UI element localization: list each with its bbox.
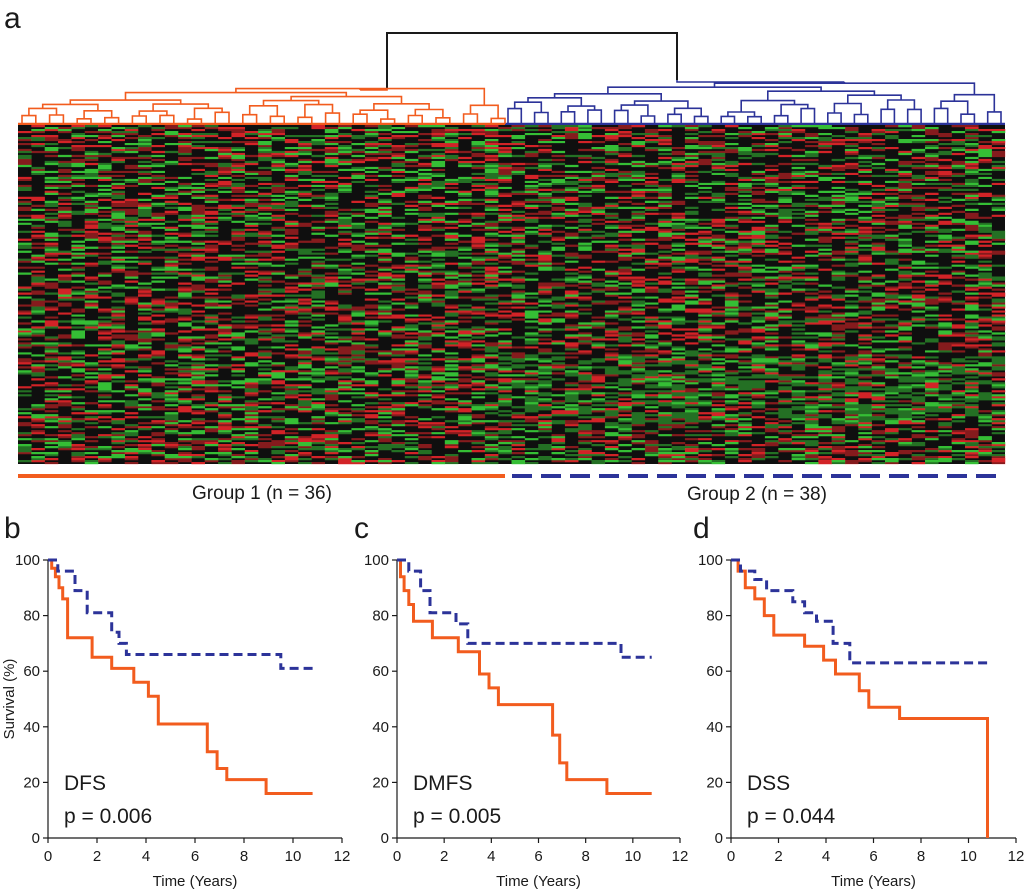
km-curve-group-1 — [397, 558, 652, 795]
y-tick-label: 100 — [698, 552, 723, 569]
x-axis-title: Time (Years) — [153, 873, 238, 890]
panel-letter-b: b — [4, 512, 21, 545]
y-tick-label: 80 — [372, 608, 389, 625]
x-tick-label: 12 — [672, 848, 689, 865]
x-tick-label: 4 — [822, 848, 830, 865]
km-curve-group-1 — [48, 558, 313, 795]
y-tick-label: 60 — [372, 663, 389, 680]
x-tick-label: 2 — [774, 848, 782, 865]
y-axis-title: Survival (%) — [1, 659, 18, 740]
y-tick-label: 60 — [706, 663, 723, 680]
x-tick-label: 10 — [624, 848, 641, 865]
endpoint-label: DFS — [64, 772, 106, 795]
dendrogram-group2 — [507, 80, 1002, 124]
km-curve-group-1 — [731, 558, 989, 838]
y-tick-label: 100 — [15, 552, 40, 569]
x-axis-title: Time (Years) — [831, 873, 916, 890]
y-tick-label: 0 — [381, 830, 389, 847]
x-tick-label: 2 — [93, 848, 101, 865]
y-tick-label: 20 — [23, 774, 40, 791]
panel-letter-a: a — [4, 2, 21, 35]
dendrogram — [18, 32, 1005, 126]
dendrogram-root — [386, 32, 678, 89]
x-tick-label: 8 — [581, 848, 589, 865]
x-tick-label: 8 — [917, 848, 925, 865]
x-tick-label: 8 — [240, 848, 248, 865]
p-value: p = 0.044 — [747, 805, 835, 828]
p-value: p = 0.005 — [413, 805, 501, 828]
x-tick-label: 0 — [393, 848, 401, 865]
y-tick-label: 0 — [32, 830, 40, 847]
heatmap-strong-downregulated-cells — [18, 125, 1006, 465]
heatmap-strong-upregulated-cells — [18, 125, 1006, 465]
km-curve-group-2 — [397, 558, 652, 659]
km-panel-b: b 0 20 40 60 80 100 0 2 4 6 8 10 12 Time (Years) Surviv… — [1, 512, 350, 890]
km-panel-c: c 0 20 40 60 80 100 0 2 4 6 8 10 12 Time (Years) DMFS p … — [354, 512, 688, 890]
group2-label: Group 2 (n = 38) — [687, 484, 827, 505]
x-tick-label: 4 — [487, 848, 495, 865]
heatmap — [18, 125, 1006, 465]
y-tick-label: 20 — [706, 774, 723, 791]
x-tick-label: 12 — [334, 848, 351, 865]
y-tick-label: 80 — [23, 608, 40, 625]
endpoint-label: DMFS — [413, 772, 473, 795]
km-curve-group-2 — [48, 558, 313, 670]
y-tick-label: 0 — [715, 830, 723, 847]
x-tick-label: 6 — [534, 848, 542, 865]
x-axis-title: Time (Years) — [496, 873, 581, 890]
y-tick-label: 40 — [706, 719, 723, 736]
p-value: p = 0.006 — [64, 805, 152, 828]
km-curve-group-2 — [731, 558, 988, 665]
y-tick-label: 20 — [372, 774, 389, 791]
x-tick-label: 6 — [869, 848, 877, 865]
km-panel-d: d 0 20 40 60 80 100 0 2 4 6 8 10 12 Time (Years) DSS p =… — [693, 512, 1024, 890]
endpoint-label: DSS — [747, 772, 790, 795]
y-tick-label: 40 — [23, 719, 40, 736]
x-tick-label: 10 — [285, 848, 302, 865]
y-tick-label: 80 — [706, 608, 723, 625]
y-tick-label: 40 — [372, 719, 389, 736]
x-tick-label: 0 — [44, 848, 52, 865]
panel-letter-d: d — [693, 512, 710, 545]
x-tick-label: 6 — [191, 848, 199, 865]
y-tick-label: 60 — [23, 663, 40, 680]
panel-letter-c: c — [354, 512, 369, 545]
dendrogram-group1 — [21, 87, 506, 124]
x-tick-label: 2 — [440, 848, 448, 865]
x-tick-label: 10 — [960, 848, 977, 865]
x-tick-label: 4 — [142, 848, 150, 865]
y-tick-label: 100 — [364, 552, 389, 569]
group1-label: Group 1 (n = 36) — [192, 483, 332, 504]
x-tick-label: 0 — [727, 848, 735, 865]
x-tick-label: 12 — [1008, 848, 1024, 865]
